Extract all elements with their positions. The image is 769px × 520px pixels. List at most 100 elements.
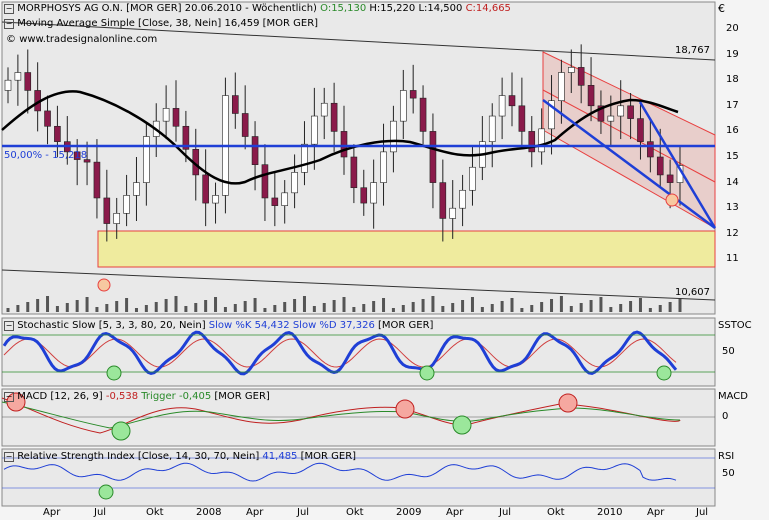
- time-label-8: Apr: [446, 507, 464, 518]
- volume-bar: [480, 307, 484, 312]
- blue-trendline-2: [638, 101, 717, 229]
- volume-bar: [243, 301, 247, 312]
- collapse-icon[interactable]: −: [4, 4, 14, 14]
- volume-bar: [648, 308, 652, 312]
- volume-bar: [6, 308, 10, 312]
- channel-mid-line: [542, 89, 716, 183]
- price-tick-18: 18: [726, 74, 739, 86]
- candle-body: [528, 131, 536, 153]
- candle-body: [380, 151, 387, 183]
- candle-body: [271, 197, 279, 206]
- candle-body: [143, 136, 150, 183]
- volume-bar: [520, 308, 524, 312]
- price-tick-12: 12: [726, 227, 739, 239]
- volume-bar: [283, 302, 287, 312]
- price-tick-16: 16: [726, 125, 739, 137]
- candle-body: [301, 143, 308, 173]
- price-candles: [4, 44, 684, 242]
- candle-body: [577, 67, 585, 86]
- volume-bar: [510, 298, 514, 312]
- candle-body: [212, 195, 219, 204]
- volume-bar: [65, 303, 69, 312]
- candle-body: [311, 115, 318, 145]
- time-label-9: Jul: [499, 507, 512, 518]
- volume-bar: [421, 299, 425, 312]
- volume-bar: [322, 303, 326, 312]
- stoch-d-label: Slow %D 37,326: [292, 320, 375, 331]
- candle-body: [4, 79, 12, 91]
- rsi-line: [3, 462, 677, 482]
- volume-bar: [55, 306, 59, 312]
- volume-bar: [589, 300, 593, 312]
- collapse-icon[interactable]: −: [4, 19, 14, 29]
- candle-body: [488, 115, 496, 142]
- website-label: © www.tradesignalonline.com: [6, 34, 158, 45]
- candle-body: [44, 110, 51, 127]
- volume-bar: [629, 301, 633, 312]
- price-tick-13: 13: [726, 202, 739, 214]
- volume-bar: [85, 297, 89, 312]
- stoch-k-label: Slow %K 54,432: [208, 320, 290, 331]
- collapse-icon[interactable]: −: [4, 452, 14, 462]
- stoch-legend: − Stochastic Slow [5, 3, 3, 80, 20, Nein…: [4, 320, 434, 331]
- candle-body: [399, 90, 407, 122]
- macd-marker-1: [6, 392, 26, 412]
- candle-body: [123, 195, 130, 214]
- volume-bar: [609, 307, 613, 312]
- candle-body: [498, 95, 506, 117]
- volume-bar: [174, 296, 178, 312]
- upper-trendline: [1, 21, 716, 61]
- macd-marker-3: [395, 399, 415, 419]
- volume-bar: [164, 299, 168, 312]
- collapse-icon[interactable]: −: [4, 392, 14, 402]
- price-tick-15: 15: [726, 151, 739, 162]
- time-label-13: Jul: [696, 507, 709, 518]
- price-tick-19: 19: [726, 48, 739, 60]
- trigger-value: Trigger -0,405: [141, 391, 212, 402]
- stoch-tag: SSTOC: [718, 320, 752, 331]
- low-marker-2007: [97, 278, 111, 292]
- volume-bar: [530, 305, 534, 312]
- macd-tick-0: 0: [722, 411, 729, 422]
- candle-body: [320, 102, 328, 117]
- volume-bar: [105, 304, 109, 312]
- candle-body: [281, 192, 289, 206]
- candle-body: [133, 182, 140, 196]
- lower-trendline: [1, 269, 716, 301]
- candle-body: [93, 161, 101, 199]
- candle-body: [370, 182, 377, 204]
- time-label-5: Jul: [297, 507, 310, 518]
- rsi-tick-50: 50: [722, 468, 735, 479]
- candle-body: [666, 174, 674, 183]
- candle-body: [113, 213, 121, 224]
- chart-header: − MORPHOSYS AG O.N. [MOR GER] 20.06.2010…: [4, 3, 511, 14]
- ohlc-close: C:14,665: [465, 3, 511, 14]
- candle-body: [538, 128, 545, 153]
- copyright-icon: ©: [6, 34, 16, 45]
- ohlc-low: L:14,500: [418, 3, 463, 14]
- price-tick-14: 14: [726, 176, 739, 188]
- candle-body: [172, 108, 180, 127]
- collapse-icon[interactable]: −: [4, 321, 14, 331]
- volume-bar: [253, 298, 257, 312]
- volume-bar: [302, 296, 306, 312]
- price-tick-11: 11: [726, 253, 739, 265]
- candle-body: [647, 141, 654, 158]
- instrument-title: MORPHOSYS AG O.N. [MOR GER]: [17, 3, 182, 14]
- volume-bar: [658, 305, 662, 312]
- candle-body: [469, 166, 476, 191]
- volume-bar: [26, 302, 30, 312]
- ohlc-high: H:15,220: [369, 3, 416, 14]
- candle-body: [656, 156, 664, 176]
- candle-body: [558, 72, 565, 101]
- volume-bar: [550, 299, 554, 312]
- volume-bar: [678, 299, 682, 312]
- volume-bar: [273, 305, 277, 312]
- volume-bar: [134, 308, 138, 312]
- lower-trendline-value: 10,607: [675, 287, 710, 298]
- candle-body: [627, 105, 634, 119]
- volume-bar: [668, 302, 672, 312]
- stoch-marker-1: [106, 365, 122, 381]
- volume-bar: [441, 306, 445, 312]
- candle-body: [340, 131, 348, 158]
